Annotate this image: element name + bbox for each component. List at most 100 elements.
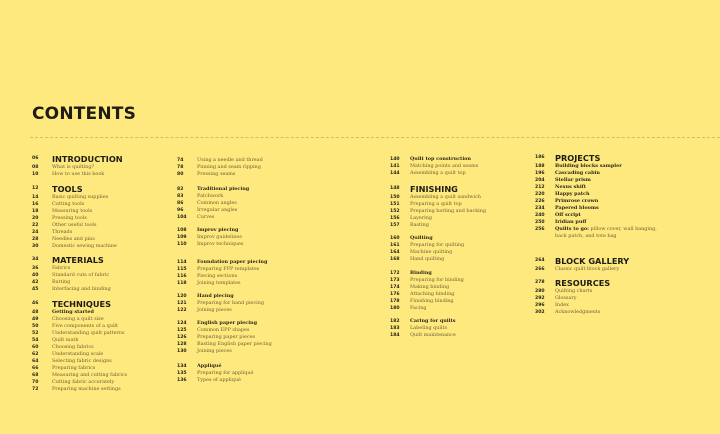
toc-entry[interactable]: 83 Patchwork xyxy=(177,193,249,200)
toc-entry[interactable]: 220 Happy patch xyxy=(535,191,657,198)
toc-entry[interactable]: 74 Using a needle and thread xyxy=(177,157,263,164)
section-heading[interactable]: 46 TECHNIQUES xyxy=(32,299,127,309)
section-heading[interactable]: 06 INTRODUCTION xyxy=(32,154,123,164)
toc-entry[interactable]: 266 Classic quilt block gallery xyxy=(535,266,629,273)
toc-entry[interactable]: 42 Batting xyxy=(32,279,111,286)
toc-entry[interactable]: 28 Needles and pins xyxy=(32,236,117,243)
toc-entry[interactable]: 54 Quilt math xyxy=(32,337,127,344)
page-number: 24 xyxy=(32,230,39,235)
toc-entry[interactable]: 109 Improv guidelines xyxy=(177,234,243,241)
toc-entry[interactable]: 140 Quilt top construction xyxy=(390,156,478,163)
toc-entry[interactable]: 156 Layering xyxy=(390,215,486,222)
toc-entry[interactable]: 150 Assembling a quilt sandwich xyxy=(390,194,486,201)
toc-entry[interactable]: 174 Making binding xyxy=(390,284,464,291)
toc-entry[interactable]: 122 Joining pieces xyxy=(177,307,264,314)
toc-entry[interactable]: 30 Domestic sewing machine xyxy=(32,243,117,250)
toc-entry[interactable]: 240 Off script xyxy=(535,212,657,219)
section-heading[interactable]: 186 PROJECTS xyxy=(535,153,657,163)
toc-entry[interactable]: 68 Measuring and cutting fabrics xyxy=(32,372,127,379)
page-number: 114 xyxy=(177,260,187,265)
entry-label: Five components of a quilt xyxy=(52,323,118,329)
toc-entry[interactable]: 144 Assembling a quilt top xyxy=(390,170,478,177)
toc-entry[interactable]: 141 Matching points and seams xyxy=(390,163,478,170)
toc-entry[interactable]: 180 Facing xyxy=(390,305,464,312)
heading-label: TOOLS xyxy=(52,184,83,194)
toc-entry[interactable]: 130 Joining pieces xyxy=(177,348,272,355)
toc-entry[interactable]: 182 Caring for quilts xyxy=(390,318,456,325)
toc-entry[interactable]: 157 Basting xyxy=(390,222,486,229)
toc-entry[interactable]: 172 Binding xyxy=(390,270,464,277)
toc-entry[interactable]: 70 Cutting fabric accurately xyxy=(32,379,127,386)
toc-entry[interactable]: 160 Quilting xyxy=(390,235,464,242)
toc-entry[interactable]: 118 Joining templates xyxy=(177,280,267,287)
toc-entry[interactable]: 296 Index xyxy=(535,302,610,309)
toc-entry[interactable]: 36 Fabrics xyxy=(32,265,111,272)
toc-entry[interactable]: 78 Pinning and seam ripping xyxy=(177,164,263,171)
toc-entry[interactable]: 62 Understanding scale xyxy=(32,351,127,358)
toc-entry[interactable]: 164 Machine quilting xyxy=(390,249,464,256)
toc-entry[interactable]: 116 Piecing sections xyxy=(177,273,267,280)
toc-entry[interactable]: 183 Labeling quilts xyxy=(390,325,456,332)
toc-entry[interactable]: 52 Understanding quilt patterns xyxy=(32,330,127,337)
toc-entry[interactable]: 178 Finishing binding xyxy=(390,298,464,305)
toc-entry[interactable]: 184 Quilt maintenance xyxy=(390,332,456,339)
toc-entry[interactable]: 168 Hand quilting xyxy=(390,256,464,263)
toc-entry[interactable]: 50 Five components of a quilt xyxy=(32,323,127,330)
toc-entry[interactable]: 24 Threads xyxy=(32,229,117,236)
toc-entry[interactable]: 136 Types of appliqué xyxy=(177,377,253,384)
toc-entry[interactable]: 188 Building blocks sampler xyxy=(535,163,657,170)
toc-entry[interactable]: 250 Iridian puff xyxy=(535,219,657,226)
toc-entry[interactable]: 128 Basting English paper piecing xyxy=(177,341,272,348)
toc-entry[interactable]: 16 Cutting tools xyxy=(32,201,117,208)
toc-entry[interactable]: 302 Acknowledgments xyxy=(535,309,610,316)
toc-entry[interactable]: 280 Quilting charts xyxy=(535,288,610,295)
toc-entry[interactable]: 204 Stellar prism xyxy=(535,177,657,184)
toc-entry[interactable]: 10 How to use this book xyxy=(32,171,123,178)
toc-entry[interactable]: 45 Interfacing and binding xyxy=(32,286,111,293)
toc-entry[interactable]: 14 Basic quilting supplies xyxy=(32,194,117,201)
toc-entry[interactable]: 82 Traditional piecing xyxy=(177,186,249,193)
toc-entry[interactable]: 18 Measuring tools xyxy=(32,208,117,215)
section-heading[interactable]: 264 BLOCK GALLERY xyxy=(535,256,629,266)
toc-entry[interactable]: 212 Nexus shift xyxy=(535,184,657,191)
toc-entry[interactable]: 226 Primrose crown xyxy=(535,198,657,205)
toc-entry[interactable]: 86 Common angles xyxy=(177,200,249,207)
toc-entry[interactable]: 40 Standard cuts of fabric xyxy=(32,272,111,279)
toc-entry[interactable]: 96 Irregular angles xyxy=(177,207,249,214)
toc-entry[interactable]: 48 Getting started xyxy=(32,309,127,316)
toc-entry[interactable]: 60 Choosing fabrics xyxy=(32,344,127,351)
toc-entry[interactable]: 104 Curves xyxy=(177,214,249,221)
toc-entry[interactable]: 08 What is quilting? xyxy=(32,164,123,171)
section-heading[interactable]: 34 MATERIALS xyxy=(32,255,111,265)
toc-entry[interactable]: 115 Preparing FPP templates xyxy=(177,266,267,273)
toc-entry[interactable]: 120 Hand piecing xyxy=(177,293,264,300)
section-heading[interactable]: 278 RESOURCES xyxy=(535,278,610,288)
section-heading[interactable]: 148 FINISHING xyxy=(390,184,486,194)
toc-entry[interactable]: 292 Glossary xyxy=(535,295,610,302)
toc-entry[interactable]: 66 Preparing fabrics xyxy=(32,365,127,372)
toc-entry[interactable]: 80 Pressing seams xyxy=(177,171,263,178)
toc-entry[interactable]: 20 Pressing tools xyxy=(32,215,117,222)
section-heading[interactable]: 12 TOOLS xyxy=(32,184,117,194)
toc-entry[interactable]: 151 Preparing a quilt top xyxy=(390,201,486,208)
toc-entry[interactable]: 49 Choosing a quilt size xyxy=(32,316,127,323)
toc-entry[interactable]: 176 Attaching binding xyxy=(390,291,464,298)
toc-entry[interactable]: 72 Preparing machine settings xyxy=(32,386,127,393)
toc-entry[interactable]: 152 Preparing batting and backing xyxy=(390,208,486,215)
toc-entry[interactable]: 64 Selecting fabric designs xyxy=(32,358,127,365)
toc-entry[interactable]: 161 Preparing for quilting xyxy=(390,242,464,249)
toc-entry[interactable]: 108 Improv piecing xyxy=(177,227,243,234)
toc-entry[interactable]: 234 Papered blooms xyxy=(535,205,657,212)
toc-entry[interactable]: 125 Common EPP shapes xyxy=(177,327,272,334)
toc-entry[interactable]: 196 Cascading cabin xyxy=(535,170,657,177)
toc-entry[interactable]: 124 English paper piecing xyxy=(177,320,272,327)
toc-entry[interactable]: 121 Preparing for hand piecing xyxy=(177,300,264,307)
toc-entry[interactable]: 114 Foundation paper piecing xyxy=(177,259,267,266)
toc-entry[interactable]: 22 Other useful tools xyxy=(32,222,117,229)
toc-entry[interactable]: 110 Improv techniques xyxy=(177,241,243,248)
toc-entry[interactable]: 256 Quilts to go: pillow cover, wall hang… xyxy=(535,226,657,233)
toc-entry[interactable]: 135 Preparing for appliqué xyxy=(177,370,253,377)
toc-entry[interactable]: 173 Preparing for binding xyxy=(390,277,464,284)
toc-entry[interactable]: 134 Appliqué xyxy=(177,363,253,370)
toc-entry[interactable]: 126 Preparing paper pieces xyxy=(177,334,272,341)
